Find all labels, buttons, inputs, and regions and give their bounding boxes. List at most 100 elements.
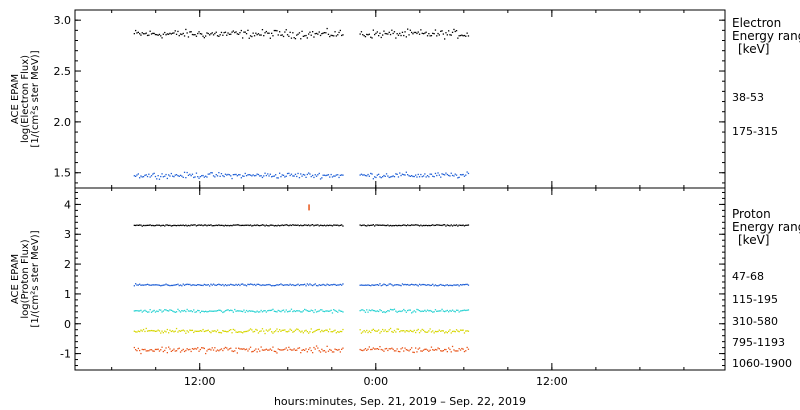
data-point — [165, 224, 167, 226]
data-point — [288, 172, 290, 174]
data-point — [372, 309, 374, 312]
data-point — [261, 224, 264, 226]
data-point — [191, 173, 194, 175]
data-point — [177, 348, 179, 350]
data-point — [161, 173, 163, 175]
data-point — [137, 347, 139, 350]
data-point — [337, 349, 339, 351]
data-point — [301, 175, 303, 177]
data-point — [189, 348, 191, 351]
data-point — [288, 225, 290, 227]
data-point — [432, 311, 434, 313]
data-point — [189, 283, 191, 286]
data-point — [304, 174, 306, 176]
data-point — [133, 330, 135, 332]
data-point — [136, 310, 138, 312]
data-point — [395, 37, 397, 39]
data-point — [239, 310, 241, 312]
data-point — [205, 330, 207, 332]
data-point — [239, 348, 241, 350]
data-point — [142, 328, 145, 331]
data-point — [282, 174, 285, 176]
data-point — [162, 332, 164, 334]
data-point — [257, 348, 260, 350]
data-point — [326, 27, 328, 30]
data-point — [395, 331, 397, 333]
data-point — [273, 29, 275, 32]
electron-legend-title: Electron — [732, 16, 781, 30]
data-point — [442, 224, 444, 226]
data-point — [378, 329, 380, 331]
data-point — [425, 310, 427, 313]
data-point — [325, 351, 327, 353]
data-point — [249, 328, 252, 330]
data-point — [158, 224, 161, 226]
data-point — [224, 224, 227, 226]
data-point — [189, 310, 191, 312]
data-point — [296, 224, 298, 226]
data-point — [438, 310, 440, 312]
data-point — [260, 284, 262, 287]
data-point — [252, 310, 254, 312]
data-point — [153, 172, 155, 174]
data-point — [142, 310, 145, 312]
data-point — [368, 346, 370, 348]
data-point — [190, 175, 192, 177]
data-point — [309, 225, 311, 227]
data-point — [230, 175, 232, 177]
data-point — [228, 284, 231, 286]
data-point — [300, 284, 302, 286]
data-point — [302, 35, 304, 37]
data-point — [389, 348, 392, 350]
data-point — [306, 283, 308, 285]
data-point — [396, 225, 398, 227]
data-point — [380, 224, 382, 226]
data-point — [284, 311, 286, 313]
data-point — [185, 177, 187, 179]
data-point — [463, 332, 466, 334]
data-point — [396, 284, 398, 286]
data-point — [211, 330, 213, 332]
data-point — [429, 284, 431, 287]
data-point — [418, 310, 421, 312]
data-point — [413, 224, 415, 226]
data-point — [268, 175, 270, 177]
data-point — [335, 35, 337, 37]
data-point — [425, 331, 427, 333]
data-point — [329, 224, 331, 226]
data-point — [409, 329, 411, 332]
data-point — [231, 31, 233, 33]
data-point — [413, 351, 415, 354]
data-point — [199, 311, 201, 314]
data-point — [268, 32, 270, 34]
data-point — [265, 348, 267, 350]
data-point — [337, 174, 339, 176]
data-point — [260, 330, 262, 332]
data-point — [327, 33, 330, 35]
data-point — [206, 311, 208, 313]
data-point — [384, 284, 386, 286]
data-point — [239, 224, 241, 227]
data-point — [230, 329, 232, 331]
data-point — [403, 34, 405, 37]
data-point — [327, 331, 330, 333]
data-point — [193, 331, 195, 334]
data-point — [412, 224, 414, 226]
data-point — [255, 348, 257, 350]
data-point — [203, 176, 205, 178]
data-point — [146, 311, 149, 313]
data-point — [187, 349, 190, 351]
data-point — [252, 32, 254, 34]
data-point — [338, 225, 340, 227]
data-point — [272, 35, 274, 37]
data-point — [264, 310, 266, 312]
data-point — [326, 224, 328, 226]
data-point — [453, 330, 455, 332]
data-point — [279, 329, 281, 331]
data-point — [253, 224, 256, 226]
data-point — [170, 225, 172, 227]
data-point — [308, 224, 310, 226]
data-point — [263, 284, 265, 286]
data-point — [265, 284, 267, 286]
data-point — [437, 310, 439, 312]
